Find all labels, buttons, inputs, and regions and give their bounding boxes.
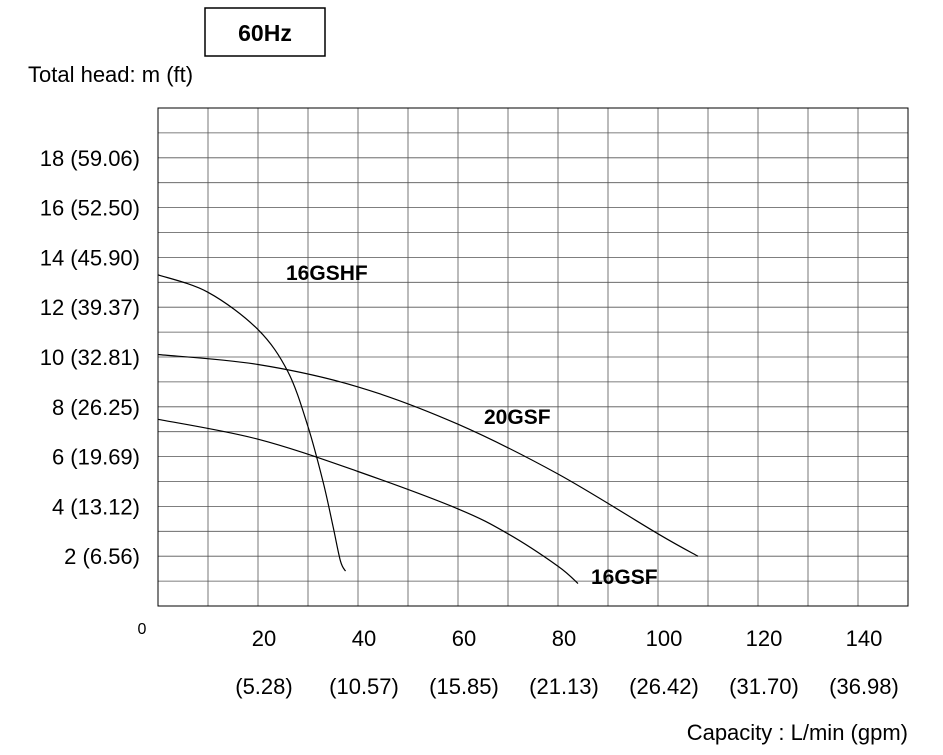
x-axis-title: Capacity : L/min (gpm): [687, 720, 908, 745]
x-tick-sublabel: (21.13): [529, 674, 599, 699]
y-tick-label: 14 (45.90): [40, 245, 140, 270]
y-tick-label: 12 (39.37): [40, 295, 140, 320]
y-tick-label: 4 (13.12): [52, 494, 140, 519]
x-tick-label: 140: [846, 626, 883, 651]
y-tick-label: 18 (59.06): [40, 146, 140, 171]
grid: [158, 108, 908, 606]
series-line-16gsf: [157, 418, 579, 585]
frequency-box: [204, 7, 326, 57]
x-tick-label: 40: [352, 626, 376, 651]
series-label-16gsf: 16GSF: [591, 566, 658, 589]
series-line-20gsf: [157, 353, 699, 557]
x-tick-sublabel: (26.42): [629, 674, 699, 699]
origin-label: 0: [138, 621, 147, 638]
x-tick-sublabel: (15.85): [429, 674, 499, 699]
x-tick-label: 80: [552, 626, 576, 651]
y-tick-labels: 2 (6.56) 4 (13.12) 6 (19.69) 8 (26.25) 10 (3…: [40, 146, 140, 569]
series-line-16gshf: [157, 274, 347, 572]
series-label-20gsf: 20GSF: [484, 406, 551, 429]
x-tick-sublabel: (31.70): [729, 674, 799, 699]
frequency-label: 60Hz: [238, 20, 292, 46]
y-tick-label: 16 (52.50): [40, 196, 140, 221]
series-group: [157, 274, 699, 585]
y-axis-title: Total head: m (ft): [28, 62, 193, 87]
x-tick-label: 60: [452, 626, 476, 651]
x-tick-sublabel: (10.57): [329, 674, 399, 699]
x-tick-sublabel: (36.98): [829, 674, 899, 699]
series-label-16gshf: 16GSHF: [286, 262, 368, 285]
x-tick-sublabel: (5.28): [235, 674, 292, 699]
y-tick-label: 6 (19.69): [52, 445, 140, 470]
x-tick-label: 120: [746, 626, 783, 651]
y-tick-label: 8 (26.25): [52, 395, 140, 420]
x-tick-labels: 20 (5.28) 40 (10.57) 60 (15.85) 80 (21.13) 100 (2…: [235, 626, 899, 699]
y-tick-label: 2 (6.56): [64, 544, 140, 569]
plot-frame: [157, 107, 909, 607]
y-tick-label: 10 (32.81): [40, 345, 140, 370]
x-tick-label: 20: [252, 626, 276, 651]
x-tick-label: 100: [646, 626, 683, 651]
